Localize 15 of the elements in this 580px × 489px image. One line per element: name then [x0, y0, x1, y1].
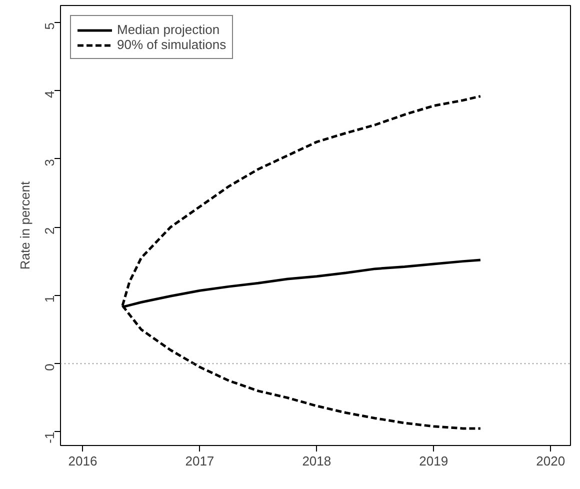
y-tick-label: 3: [42, 158, 57, 166]
x-tick-label: 2018: [302, 454, 332, 468]
legend-label: Median projection: [117, 22, 220, 37]
x-tick-label: 2019: [419, 454, 448, 468]
x-tick-label: 2017: [185, 454, 214, 468]
y-tick-label: 2: [42, 227, 57, 234]
y-tick-label: 5: [42, 22, 57, 30]
y-tick-label: 0: [42, 364, 57, 371]
legend-label: 90% of simulations: [117, 37, 226, 52]
y-tick-label: 1: [42, 295, 57, 303]
y-axis-title: Rate in percent: [18, 181, 32, 270]
y-tick-label: 4: [42, 90, 57, 98]
y-tick-label: -1: [42, 432, 57, 444]
x-tick-label: 2016: [68, 454, 98, 468]
x-tick-label: 2020: [536, 454, 566, 468]
